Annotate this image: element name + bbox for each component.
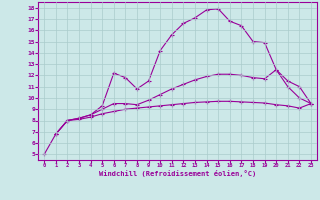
X-axis label: Windchill (Refroidissement éolien,°C): Windchill (Refroidissement éolien,°C) bbox=[99, 170, 256, 177]
